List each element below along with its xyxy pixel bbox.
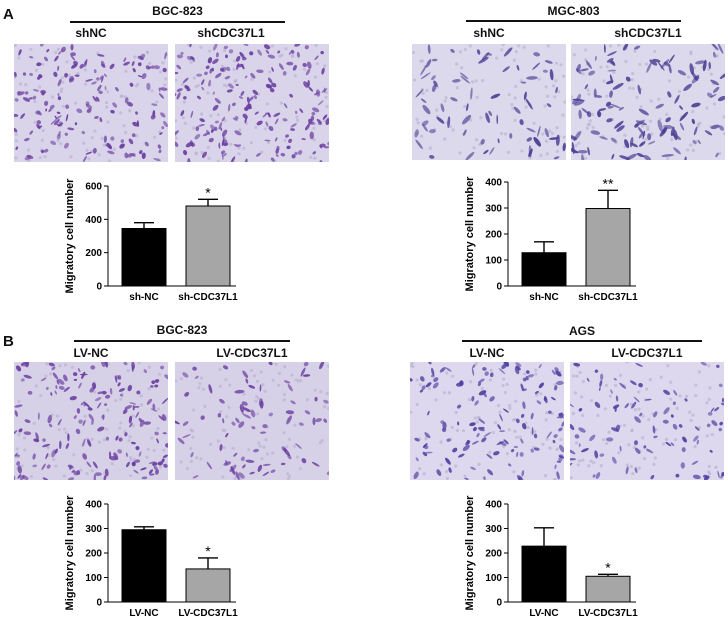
y-tick-label: 300	[85, 524, 102, 535]
y-tick-label: 100	[85, 573, 102, 584]
bar	[121, 228, 167, 287]
panel-label-a: A	[3, 6, 14, 23]
micrograph-image	[410, 362, 564, 480]
bar-chart-svg: Migratory cell number 0 100 200 300 400 LV-NC *…	[464, 495, 638, 619]
micrograph-image	[570, 362, 724, 480]
condition-label: LV-CDC37L1	[216, 346, 288, 360]
significance-marker: **	[603, 175, 614, 191]
bar-chart: Migratory cell number 0 100 200 300 400 sh-NC *…	[462, 172, 692, 306]
x-tick-label: sh-CDC37L1	[178, 292, 238, 303]
y-tick-label: 0	[96, 598, 102, 609]
micrograph-image	[14, 44, 168, 162]
y-axis-label: Migratory cell number	[64, 178, 76, 294]
bar-chart: Migratory cell number 0 100 200 300 400 LV-NC *…	[62, 494, 292, 622]
bar	[121, 529, 167, 603]
group-divider	[466, 20, 681, 22]
x-tick-label: sh-NC	[129, 292, 158, 303]
panel-label-b: B	[3, 333, 14, 350]
condition-label: LV-NC	[73, 346, 109, 360]
bar	[585, 208, 631, 287]
y-tick-label: 400	[85, 215, 102, 226]
y-tick-label: 0	[496, 282, 502, 293]
y-tick-label: 0	[96, 282, 102, 293]
bar	[521, 545, 567, 603]
bar-chart: Migratory cell number 0 200 400 600 sh-NC * sh-…	[62, 176, 292, 306]
y-tick-label: 100	[485, 256, 502, 267]
y-tick-label: 400	[485, 500, 502, 511]
y-tick-label: 200	[485, 230, 502, 241]
group-divider	[70, 21, 285, 23]
y-tick-label: 200	[485, 549, 502, 560]
bar-chart-svg: Migratory cell number 0 100 200 300 400 sh-NC *…	[464, 175, 638, 303]
x-tick-label: LV-NC	[529, 608, 558, 619]
cell-line-label: AGS	[568, 324, 595, 338]
micrograph-image	[175, 362, 329, 480]
significance-marker: *	[205, 184, 211, 200]
condition-label: LV-CDC37L1	[611, 346, 683, 360]
x-tick-label: LV-NC	[129, 608, 158, 619]
x-tick-label: sh-NC	[529, 292, 558, 303]
y-axis-label: Migratory cell number	[464, 495, 476, 611]
cell-line-label: BGC-823	[152, 4, 203, 18]
y-tick-label: 600	[85, 182, 102, 193]
significance-marker: *	[205, 543, 211, 559]
y-tick-label: 400	[485, 178, 502, 189]
y-tick-label: 400	[85, 500, 102, 511]
y-axis-label: Migratory cell number	[64, 495, 76, 611]
y-tick-label: 200	[85, 549, 102, 560]
x-tick-label: LV-CDC37L1	[578, 608, 638, 619]
bar	[185, 568, 231, 603]
micrograph-image	[14, 362, 168, 480]
bar	[521, 252, 567, 287]
micrograph-image	[412, 44, 566, 160]
x-tick-label: LV-CDC37L1	[178, 608, 238, 619]
micrograph-image	[571, 44, 725, 160]
bar	[585, 575, 631, 603]
bar-chart: Migratory cell number 0 100 200 300 400 LV-NC *…	[462, 494, 692, 622]
micrograph-image	[175, 44, 329, 162]
condition-label: shCDC37L1	[197, 26, 265, 40]
significance-marker: *	[605, 559, 611, 575]
condition-label: shCDC37L1	[614, 26, 682, 40]
bar-chart-svg: Migratory cell number 0 100 200 300 400 LV-NC *…	[64, 495, 238, 619]
y-axis-label: Migratory cell number	[464, 176, 476, 292]
y-tick-label: 300	[485, 524, 502, 535]
condition-label: shNC	[75, 26, 107, 40]
bar-chart-svg: Migratory cell number 0 200 400 600 sh-NC * sh-…	[64, 178, 238, 303]
x-tick-label: sh-CDC37L1	[578, 292, 638, 303]
cell-line-label: BGC-823	[156, 323, 208, 337]
group-divider	[462, 340, 702, 342]
y-tick-label: 100	[485, 573, 502, 584]
cell-line-label: MGC-803	[547, 4, 600, 18]
y-tick-label: 300	[485, 204, 502, 215]
condition-label: LV-NC	[469, 346, 505, 360]
group-divider	[74, 340, 290, 342]
bar	[185, 205, 231, 287]
y-tick-label: 0	[496, 598, 502, 609]
y-tick-label: 200	[85, 248, 102, 259]
condition-label: shNC	[473, 26, 505, 40]
